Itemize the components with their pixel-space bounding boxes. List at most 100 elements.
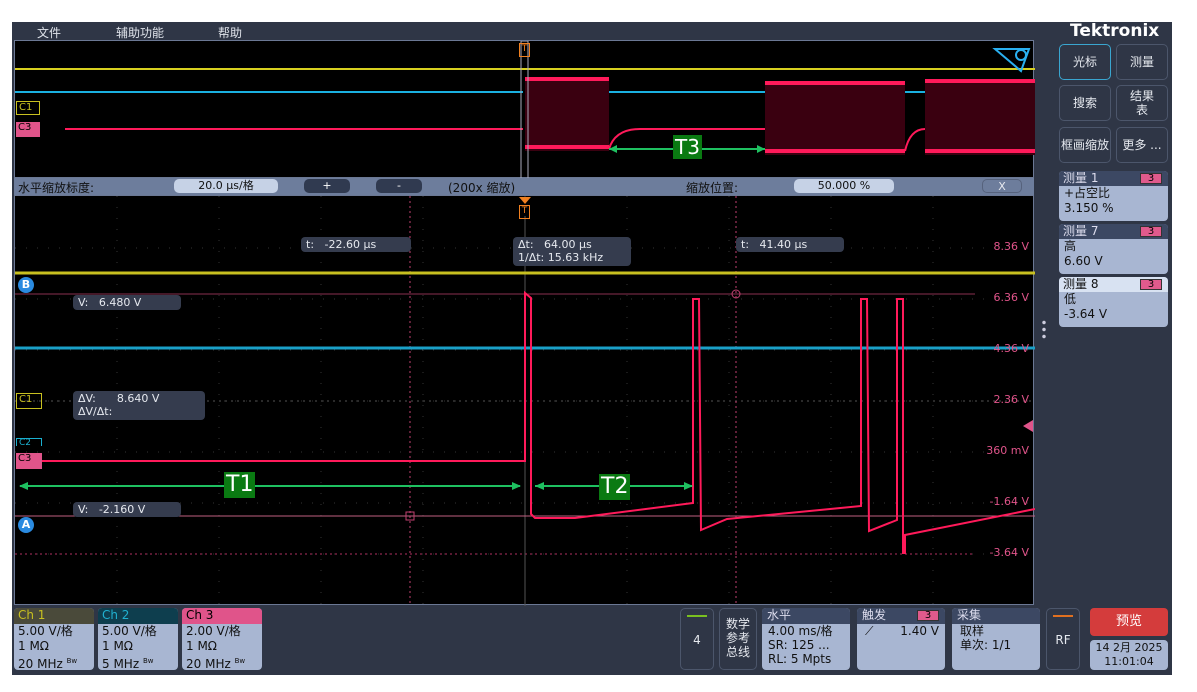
overview-waveform[interactable]: T C1 C3 T3 bbox=[14, 40, 1035, 180]
channel-impedance: 1 MΩ bbox=[102, 639, 133, 653]
voltage-label: 4.36 V bbox=[993, 342, 1029, 355]
measurement-name: 低 bbox=[1064, 292, 1077, 306]
horizontal-title: 水平 bbox=[762, 608, 850, 624]
horizontal-panel[interactable]: 水平 4.00 ms/格 SR: 125 ... RL: 5 Mpts bbox=[762, 608, 850, 670]
channel-1-badge[interactable]: Ch 1 5.00 V/格 1 MΩ 20 MHz Bw bbox=[14, 608, 94, 670]
graticule bbox=[15, 196, 1036, 606]
zoom-factor: (200x 缩放) bbox=[448, 181, 516, 195]
zoom-in-button[interactable]: + bbox=[304, 179, 350, 193]
bandwidth-limit-icon: Bw bbox=[234, 657, 246, 665]
measurement-8[interactable]: 测量 8 3 低 -3.64 V bbox=[1059, 277, 1168, 327]
voltage-label: 8.36 V bbox=[993, 240, 1029, 253]
measurement-title: 测量 1 bbox=[1063, 171, 1099, 185]
menu-file[interactable]: 文件 bbox=[37, 26, 62, 40]
c1-marker[interactable]: C1 bbox=[16, 393, 42, 409]
measurement-value: 3.150 % bbox=[1064, 201, 1114, 215]
overview-c1-marker[interactable]: C1 bbox=[16, 101, 40, 115]
cursor-t2-readout: t: 41.40 µs bbox=[736, 237, 844, 252]
measurement-title: 测量 7 bbox=[1063, 224, 1099, 238]
source-badge: 3 bbox=[1140, 173, 1162, 184]
bus-label: 总线 bbox=[725, 645, 750, 659]
measurement-value: 6.60 V bbox=[1064, 254, 1103, 268]
more-button[interactable]: 更多 ... bbox=[1116, 127, 1168, 163]
measurement-7[interactable]: 测量 7 3 高 6.60 V bbox=[1059, 224, 1168, 274]
ch3-trace bbox=[25, 290, 1036, 554]
acquisition-count: 单次: 1/1 bbox=[960, 638, 1012, 652]
zoom-bar: 水平缩放标度: 20.0 µs/格 + - (200x 缩放) 缩放位置: 50… bbox=[14, 178, 1034, 195]
channel-scale: 2.00 V/格 bbox=[186, 624, 241, 638]
voltage-label: -1.64 V bbox=[989, 495, 1029, 508]
overview-trigger-marker[interactable]: T bbox=[519, 43, 530, 57]
oscilloscope-app: 文件 辅助功能 帮助 Tektronix T C1 C3 T3 水平缩放标度: … bbox=[12, 21, 1172, 675]
channel-4-label: 4 bbox=[693, 633, 701, 647]
delta-v: ΔV: 8.640 V bbox=[78, 392, 160, 405]
cursor-delta-t-readout: Δt: 64.00 µs 1/Δt: 15.63 kHz bbox=[513, 237, 631, 266]
voltage-label: 2.36 V bbox=[993, 393, 1029, 406]
rf-button[interactable]: RF bbox=[1046, 608, 1080, 670]
t1-annotation: T1 bbox=[224, 472, 256, 498]
bandwidth-limit-icon: Bw bbox=[142, 657, 154, 665]
channel-4-button[interactable]: 4 bbox=[680, 608, 714, 670]
t3-annotation: T3 bbox=[673, 135, 702, 159]
overview-burst-3 bbox=[925, 81, 1035, 155]
search-button[interactable]: 搜索 bbox=[1059, 85, 1111, 121]
overview-traces bbox=[15, 40, 1035, 180]
horizontal-scale: 4.00 ms/格 bbox=[768, 624, 833, 638]
menu-accessibility[interactable]: 辅助功能 bbox=[116, 26, 165, 40]
voltage-label: 360 mV bbox=[986, 444, 1029, 457]
cursor-delta-v-readout: ΔV: 8.640 V ΔV/Δt: bbox=[73, 391, 205, 420]
trigger-source-badge: 3 bbox=[917, 610, 939, 621]
channel-name: Ch 1 bbox=[14, 608, 94, 624]
channel-scale: 5.00 V/格 bbox=[18, 624, 73, 638]
math-ref-bus-button[interactable]: 数学 参考 总线 bbox=[719, 608, 757, 670]
rising-edge-icon: ⟋ bbox=[865, 624, 874, 638]
acquisition-mode: 取样 bbox=[960, 624, 985, 638]
cursor-b-handle bbox=[731, 289, 741, 299]
sample-rate: SR: 125 ... bbox=[768, 638, 830, 652]
source-badge: 3 bbox=[1140, 279, 1162, 290]
trigger-marker[interactable]: T bbox=[519, 205, 530, 219]
acquisition-panel[interactable]: 采集 取样 单次: 1/1 bbox=[952, 608, 1040, 670]
more-options-icon[interactable] bbox=[1042, 319, 1046, 341]
ref-label: 参考 bbox=[725, 631, 750, 645]
channel-name: Ch 2 bbox=[98, 608, 178, 624]
cursor-a-badge[interactable]: A bbox=[18, 517, 34, 533]
date-time[interactable]: 14 2月 2025 11:01:04 bbox=[1090, 640, 1168, 670]
cursor-b-badge[interactable]: B bbox=[18, 277, 34, 293]
channel-impedance: 1 MΩ bbox=[18, 639, 49, 653]
cursor-va-readout: V: -2.160 V bbox=[73, 502, 181, 517]
zoom-out-button[interactable]: - bbox=[376, 179, 422, 193]
c2-marker[interactable]: C2 bbox=[16, 438, 42, 446]
measurement-name: +占空比 bbox=[1064, 186, 1111, 200]
cursor-button[interactable]: 光标 bbox=[1059, 44, 1111, 80]
trigger-panel[interactable]: 触发 3 ⟋ 1.40 V bbox=[857, 608, 945, 670]
main-waveform-view[interactable]: T t: -22.60 µs Δt: 64.00 µs 1/Δt: 15.63 k… bbox=[14, 195, 1036, 606]
overview-c3-marker[interactable]: C3 bbox=[16, 122, 40, 137]
channel-2-badge[interactable]: Ch 2 5.00 V/格 1 MΩ 5 MHz Bw bbox=[98, 608, 178, 670]
zoom-close-button[interactable]: X bbox=[982, 179, 1022, 193]
channel-impedance: 1 MΩ bbox=[186, 639, 217, 653]
measure-button[interactable]: 测量 bbox=[1116, 44, 1168, 80]
delta-t: Δt: 64.00 µs bbox=[518, 238, 592, 251]
zoom-scale-field[interactable]: 20.0 µs/格 bbox=[174, 179, 278, 193]
draw-zoom-button[interactable]: 框画缩放 bbox=[1059, 127, 1111, 163]
math-label: 数学 bbox=[725, 617, 750, 631]
channel-3-badge[interactable]: Ch 3 2.00 V/格 1 MΩ 20 MHz Bw bbox=[182, 608, 262, 670]
channel-bandwidth: 20 MHz bbox=[18, 657, 63, 670]
cursor-t1-readout: t: -22.60 µs bbox=[301, 237, 411, 252]
preview-button[interactable]: 预览 bbox=[1090, 608, 1168, 636]
c3-marker[interactable]: C3 bbox=[16, 453, 42, 469]
channel-scale: 5.00 V/格 bbox=[102, 624, 157, 638]
date: 14 2月 2025 bbox=[1095, 641, 1163, 654]
measurement-name: 高 bbox=[1064, 239, 1077, 253]
rf-label: RF bbox=[1055, 633, 1071, 647]
measurement-1[interactable]: 测量 1 3 +占空比 3.150 % bbox=[1059, 171, 1168, 221]
overview-burst-1 bbox=[525, 79, 609, 151]
menu-help[interactable]: 帮助 bbox=[218, 26, 243, 40]
results-table-button[interactable]: 结果表 bbox=[1116, 85, 1168, 121]
acquisition-title: 采集 bbox=[952, 608, 1040, 624]
zoom-scale-label: 水平缩放标度: bbox=[18, 181, 95, 195]
voltage-label: -3.64 V bbox=[989, 546, 1029, 559]
channel-bandwidth: 20 MHz bbox=[186, 657, 231, 670]
zoom-position-field[interactable]: 50.000 % bbox=[794, 179, 894, 193]
